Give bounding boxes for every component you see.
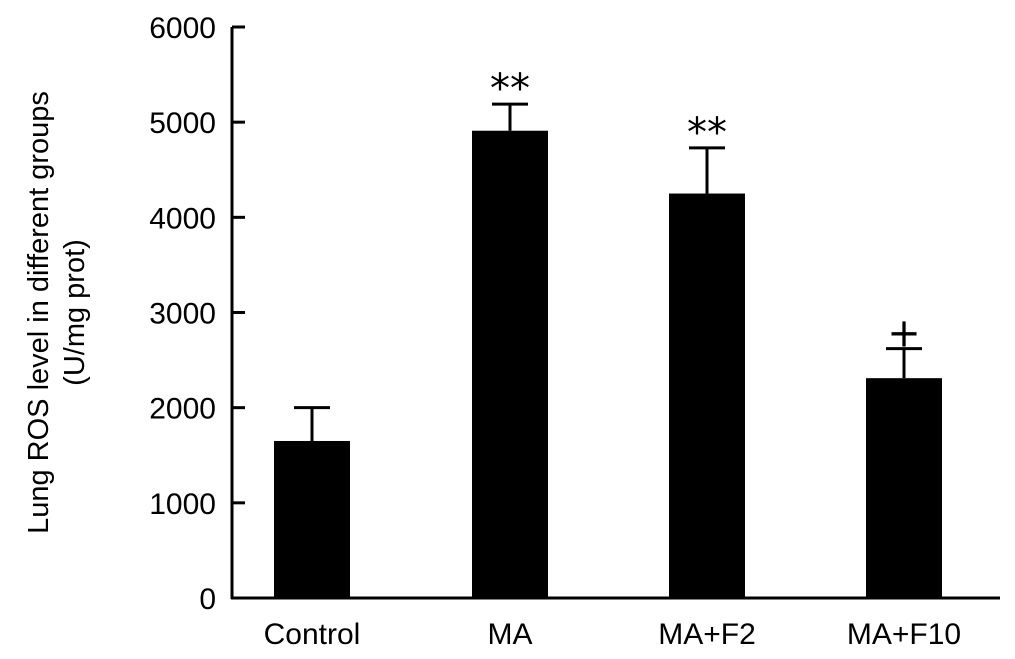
x-tick-labels: Control MA MA+F2 MA+F10: [264, 618, 961, 651]
y-axis-title-line: (U/mg prot): [59, 239, 91, 386]
x-tick-label: MA: [488, 618, 533, 651]
significance-marker: **: [490, 66, 530, 112]
bar: [669, 193, 745, 598]
y-tick-label: 6000: [149, 12, 216, 45]
y-axis-title-line: Lung ROS level in different groups: [23, 91, 55, 534]
bars: [274, 130, 942, 598]
y-tick-label: 1000: [149, 488, 216, 521]
significance-annotations: ** ** +: [490, 66, 921, 357]
bar: [274, 440, 350, 598]
y-ticks: 0 1000 2000 3000 4000 5000 6000: [149, 12, 245, 616]
y-tick-label: 5000: [149, 107, 216, 140]
significance-marker: +: [887, 311, 921, 357]
bar: [472, 130, 548, 598]
x-tick-label: MA+F10: [847, 618, 961, 651]
bar: [866, 378, 942, 598]
significance-marker: **: [687, 110, 727, 156]
y-axis-title: Lung ROS level in different groups (U/mg …: [23, 91, 91, 534]
error-bars: [294, 102, 922, 441]
y-tick-label: 2000: [149, 393, 216, 426]
y-tick-label: 4000: [149, 202, 216, 235]
x-tick-label: Control: [264, 618, 361, 651]
x-tick-label: MA+F2: [658, 618, 756, 651]
y-tick-label: 0: [199, 583, 216, 616]
y-tick-label: 3000: [149, 298, 216, 331]
